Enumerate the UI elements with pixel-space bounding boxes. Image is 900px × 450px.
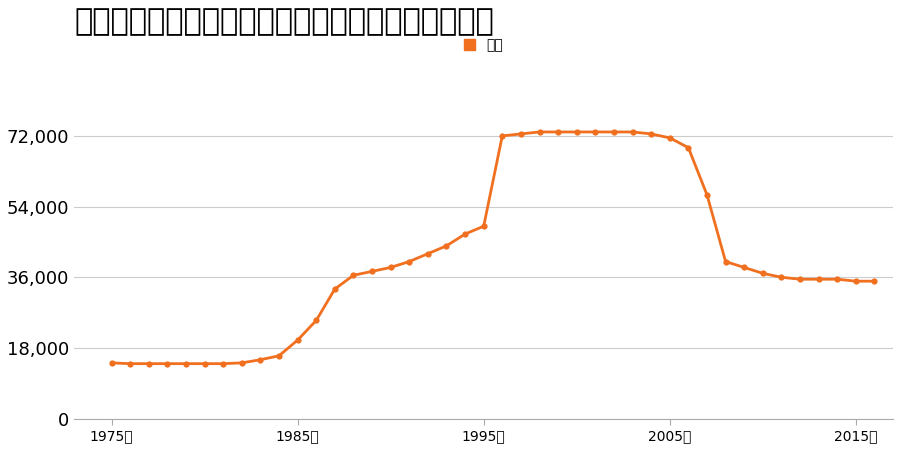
Legend: 価格: 価格 xyxy=(459,33,508,58)
Text: 大分県大分市大字皆春字新田８１５番２の地価推移: 大分県大分市大字皆春字新田８１５番２の地価推移 xyxy=(75,7,494,36)
